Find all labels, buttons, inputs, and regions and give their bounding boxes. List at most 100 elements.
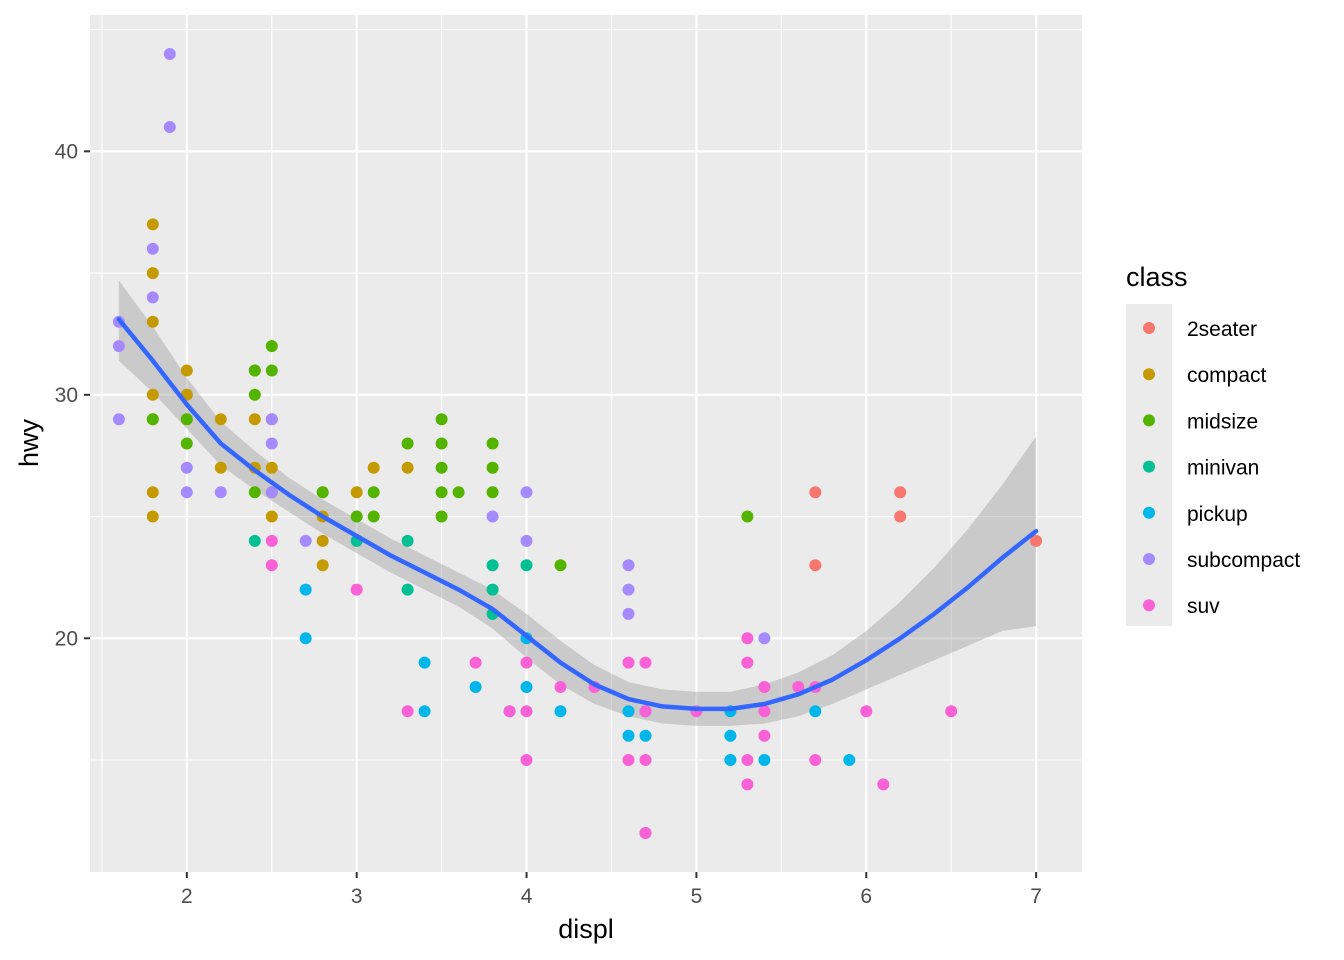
point-2seater xyxy=(1030,534,1043,547)
point-subcompact xyxy=(163,48,176,60)
point-pickup xyxy=(622,729,635,742)
point-subcompact xyxy=(622,559,635,572)
point-suv xyxy=(350,583,363,596)
point-midsize xyxy=(435,461,448,474)
point-suv xyxy=(554,681,567,693)
point-subcompact xyxy=(112,340,125,353)
point-midsize xyxy=(435,486,448,499)
point-compact xyxy=(214,461,227,474)
legend-label-subcompact: subcompact xyxy=(1187,549,1300,572)
point-subcompact xyxy=(265,413,278,426)
point-subcompact xyxy=(622,583,635,596)
point-suv xyxy=(758,681,771,693)
point-pickup xyxy=(418,656,431,669)
point-subcompact xyxy=(146,242,159,255)
point-pickup xyxy=(469,681,482,693)
point-suv xyxy=(639,827,652,839)
point-suv xyxy=(639,705,652,718)
x-tick-label: 6 xyxy=(860,885,872,908)
point-midsize xyxy=(367,510,380,523)
point-suv xyxy=(792,681,805,693)
point-minivan xyxy=(486,583,499,596)
point-suv xyxy=(758,705,771,718)
legend-label-suv: suv xyxy=(1187,595,1220,618)
point-pickup xyxy=(724,754,737,766)
point-compact xyxy=(146,388,159,401)
point-midsize xyxy=(316,486,329,499)
point-pickup xyxy=(299,583,312,596)
point-midsize xyxy=(486,486,499,499)
y-axis: 20 30 40 xyxy=(55,140,90,650)
point-suv xyxy=(520,705,533,718)
legend-key-2seater xyxy=(1143,322,1155,334)
x-tick-label: 5 xyxy=(691,885,703,908)
point-subcompact xyxy=(214,486,227,499)
point-suv xyxy=(741,754,754,766)
y-tick-label: 30 xyxy=(55,384,78,407)
point-pickup xyxy=(520,681,533,693)
point-subcompact xyxy=(299,534,312,547)
point-subcompact xyxy=(265,486,278,499)
point-midsize xyxy=(435,413,448,426)
point-compact xyxy=(316,559,329,572)
point-midsize xyxy=(452,486,465,499)
legend-key-subcompact xyxy=(1143,553,1155,565)
point-midsize xyxy=(367,486,380,499)
x-axis: 2 3 4 5 6 7 xyxy=(181,872,1042,908)
point-compact xyxy=(146,218,159,231)
point-midsize xyxy=(435,510,448,523)
point-pickup xyxy=(758,754,771,766)
legend-label-pickup: pickup xyxy=(1187,503,1248,526)
point-midsize xyxy=(486,461,499,474)
point-suv xyxy=(639,656,652,669)
legend-title: class xyxy=(1126,262,1188,292)
point-midsize xyxy=(554,559,567,572)
point-subcompact xyxy=(146,291,159,304)
point-compact xyxy=(248,413,261,426)
y-axis-title: hwy xyxy=(14,418,44,467)
point-pickup xyxy=(639,729,652,742)
point-suv xyxy=(860,705,873,718)
legend-key-minivan xyxy=(1143,460,1155,473)
point-suv xyxy=(877,778,890,791)
legend-key-midsize xyxy=(1143,414,1155,427)
point-pickup xyxy=(843,754,856,766)
point-compact xyxy=(265,510,278,523)
point-midsize xyxy=(248,486,261,499)
point-midsize xyxy=(401,437,414,450)
point-suv xyxy=(520,754,533,766)
point-midsize xyxy=(248,364,261,377)
legend-key-pickup xyxy=(1143,506,1155,519)
point-suv xyxy=(741,778,754,791)
point-2seater xyxy=(894,510,907,523)
point-subcompact xyxy=(520,486,533,499)
point-2seater xyxy=(809,486,822,499)
point-compact xyxy=(146,510,159,523)
point-subcompact xyxy=(622,607,635,620)
point-minivan xyxy=(401,583,414,596)
point-subcompact xyxy=(265,437,278,450)
point-compact xyxy=(146,315,159,328)
x-tick-label: 4 xyxy=(521,885,533,908)
point-suv xyxy=(469,656,482,669)
point-subcompact xyxy=(112,413,125,426)
legend-label-minivan: minivan xyxy=(1187,457,1259,480)
point-midsize xyxy=(741,510,754,523)
point-suv xyxy=(401,705,414,718)
point-midsize xyxy=(265,364,278,377)
smooth-line xyxy=(116,317,1039,712)
point-minivan xyxy=(401,534,414,547)
point-subcompact xyxy=(486,510,499,523)
legend-entries: 2seater compact midsize minivan pickup subcom… xyxy=(1143,318,1300,618)
point-midsize xyxy=(180,437,193,450)
point-pickup xyxy=(418,705,431,718)
y-tick-label: 20 xyxy=(55,627,78,650)
point-pickup xyxy=(809,705,822,718)
x-axis-title: displ xyxy=(558,914,614,944)
point-midsize xyxy=(248,388,261,401)
point-pickup xyxy=(554,705,567,718)
x-tick-label: 3 xyxy=(351,885,363,908)
legend-label-midsize: midsize xyxy=(1187,410,1258,433)
point-suv xyxy=(945,705,958,718)
